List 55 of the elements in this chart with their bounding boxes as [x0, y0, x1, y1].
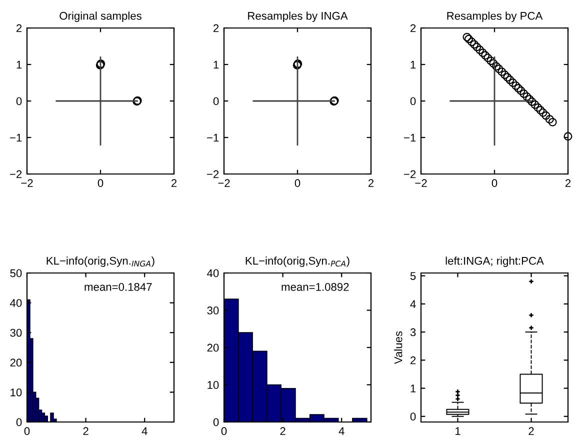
y-tick-label: 1: [214, 60, 219, 69]
y-tick-label: 3: [410, 328, 416, 336]
x-tick-label: 0: [24, 427, 30, 436]
x-tick-label: 2: [528, 427, 534, 435]
y-tick-label: 2: [16, 24, 22, 32]
x-tick-label: 1: [456, 427, 460, 435]
y-tick-label: 2: [410, 24, 416, 32]
x-tick-label: 0: [221, 427, 227, 436]
chart-title: KL−info(orig,Syn.$_{PCA}$): [246, 256, 350, 267]
y-tick-label: 4: [410, 300, 416, 308]
x-tick-label: 0: [98, 179, 104, 188]
x-tick-label: 2: [83, 427, 88, 435]
chart-title: Resamples by PCA: [447, 12, 543, 22]
y-tick-label: −1: [207, 134, 219, 142]
y-tick-label: −2: [10, 170, 22, 178]
y-tick-label: 0: [16, 418, 22, 426]
y-tick-label: 40: [207, 269, 219, 278]
y-tick-label: 0: [213, 418, 219, 426]
annotation: mean=1.0892: [282, 283, 349, 291]
y-tick-label: 0: [410, 97, 416, 106]
chart-title: Original samples: [60, 12, 142, 22]
x-tick-label: 2: [368, 179, 374, 187]
y-tick-label: 0: [410, 412, 416, 421]
y-tick-label: 0: [16, 97, 22, 106]
chart-title: Resamples by INGA: [248, 12, 348, 22]
x-tick-label: 0: [492, 179, 498, 188]
y-tick-label: 0: [213, 97, 219, 106]
y-tick-label: 1: [410, 60, 416, 69]
y-tick-label: 10: [208, 381, 219, 389]
x-tick-label: 0: [294, 179, 300, 188]
y-tick-label: 5: [410, 272, 416, 280]
chart-title: left:INGA; right:PCA: [446, 256, 544, 267]
y-tick-label: 1: [410, 384, 416, 392]
y-tick-label: −2: [207, 170, 219, 178]
y-tick-label: 30: [207, 306, 219, 314]
x-tick-label: 4: [142, 427, 148, 435]
chart-title: KL−info(orig,Syn.$_{INGA}$): [46, 256, 154, 267]
annotation: mean=0.1847: [84, 283, 152, 291]
y-tick-label: 10: [10, 388, 22, 396]
y-tick-label: −2: [404, 170, 416, 178]
y-tick-label: 30: [10, 328, 22, 337]
y-tick-label: 2: [410, 356, 416, 364]
x-tick-label: 2: [171, 179, 177, 187]
y-tick-label: −1: [404, 134, 416, 142]
x-tick-label: 4: [338, 427, 344, 435]
x-tick-label: 2: [565, 179, 571, 187]
y-tick-label: 40: [10, 299, 22, 307]
y-tick-label: 20: [10, 358, 22, 367]
x-tick-label: 2: [280, 427, 286, 435]
y-tick-label: 1: [16, 60, 22, 69]
y-tick-label: −1: [10, 134, 22, 142]
y-axis-title: Values: [394, 331, 402, 364]
y-tick-label: 50: [10, 269, 22, 278]
y-tick-label: 2: [214, 24, 219, 32]
y-tick-label: 20: [207, 344, 219, 352]
